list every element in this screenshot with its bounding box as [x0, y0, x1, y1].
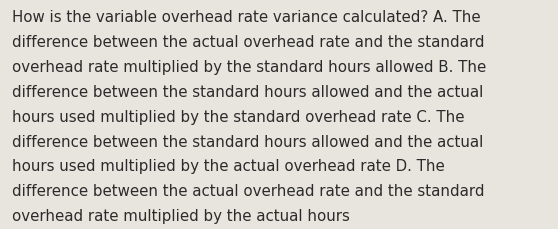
Text: difference between the actual overhead rate and the standard: difference between the actual overhead r… — [12, 35, 485, 50]
Text: difference between the actual overhead rate and the standard: difference between the actual overhead r… — [12, 183, 485, 198]
Text: hours used multiplied by the standard overhead rate C. The: hours used multiplied by the standard ov… — [12, 109, 465, 124]
Text: How is the variable overhead rate variance calculated? A. The: How is the variable overhead rate varian… — [12, 10, 481, 25]
Text: difference between the standard hours allowed and the actual: difference between the standard hours al… — [12, 134, 484, 149]
Text: hours used multiplied by the actual overhead rate D. The: hours used multiplied by the actual over… — [12, 159, 445, 174]
Text: overhead rate multiplied by the actual hours: overhead rate multiplied by the actual h… — [12, 208, 350, 223]
Text: overhead rate multiplied by the standard hours allowed B. The: overhead rate multiplied by the standard… — [12, 60, 487, 75]
Text: difference between the standard hours allowed and the actual: difference between the standard hours al… — [12, 85, 484, 99]
